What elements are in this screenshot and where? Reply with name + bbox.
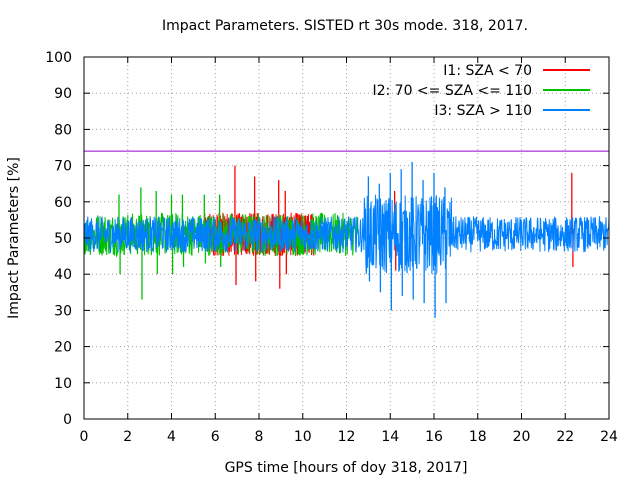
x-tick-label: 10 [294, 429, 312, 445]
y-tick-label: 40 [54, 267, 72, 283]
y-tick-label: 50 [54, 231, 72, 247]
y-tick-label: 100 [45, 50, 72, 66]
legend-label-3: I3: SZA > 110 [434, 103, 532, 119]
y-tick-label: 70 [54, 159, 72, 175]
y-tick-label: 90 [54, 86, 72, 102]
y-tick-label: 0 [63, 412, 72, 428]
y-tick-label: 30 [54, 303, 72, 319]
series-band-line [83, 194, 610, 275]
x-axis-label: GPS time [hours of doy 318, 2017] [225, 460, 468, 476]
x-tick-label: 24 [600, 429, 618, 445]
y-axis-label: Impact Parameters [%] [6, 157, 22, 319]
x-axis-ticks: 0 2 4 6 8 10 12 14 16 18 20 22 24 [80, 57, 618, 445]
x-tick-label: 2 [123, 429, 132, 445]
x-tick-label: 8 [255, 429, 264, 445]
legend-label-2: I2: 70 <= SZA <= 110 [372, 83, 532, 99]
y-tick-label: 10 [54, 376, 72, 392]
legend-label-1: I1: SZA < 70 [443, 63, 532, 79]
x-tick-label: 12 [338, 429, 356, 445]
x-tick-label: 18 [469, 429, 487, 445]
y-axis-ticks: 0 10 20 30 40 50 60 70 80 90 100 [45, 50, 609, 428]
x-tick-label: 0 [80, 429, 89, 445]
y-tick-label: 20 [54, 340, 72, 356]
legend: I1: SZA < 70 I2: 70 <= SZA <= 110 I3: SZA … [372, 63, 590, 119]
x-tick-label: 22 [556, 429, 574, 445]
series-3 [83, 161, 610, 318]
x-tick-label: 6 [211, 429, 220, 445]
y-tick-label: 80 [54, 122, 72, 138]
x-tick-label: 20 [513, 429, 531, 445]
x-tick-label: 16 [425, 429, 443, 445]
x-tick-label: 4 [167, 429, 176, 445]
chart-title: Impact Parameters. SISTED rt 30s mode. 3… [162, 18, 528, 34]
series-layer [83, 161, 610, 318]
x-tick-label: 14 [381, 429, 399, 445]
y-tick-label: 60 [54, 195, 72, 211]
